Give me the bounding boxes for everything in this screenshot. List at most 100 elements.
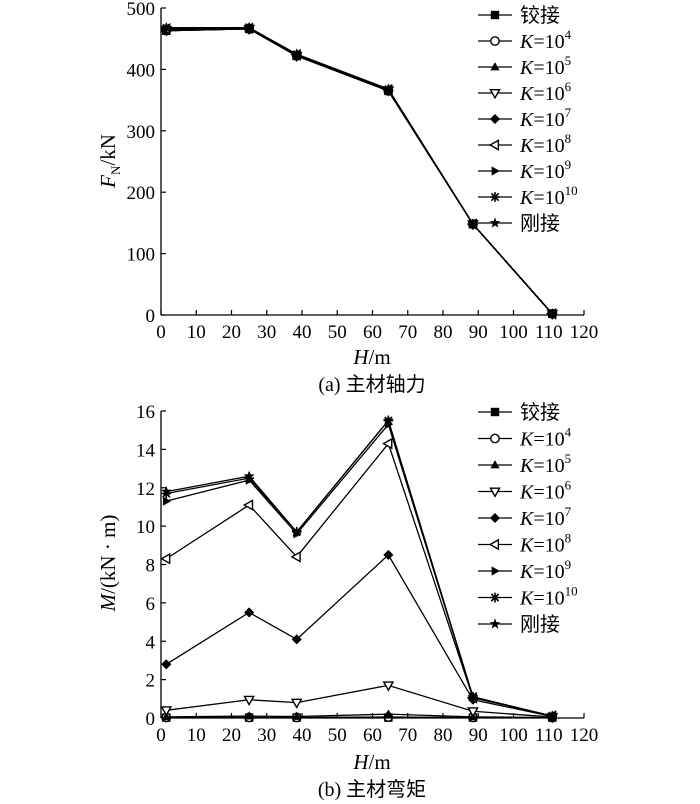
chart-a-legend-8-marker	[489, 217, 501, 228]
chart-b-series-8-point-0	[160, 485, 172, 497]
chart-b-ylabel: M/(kN · m)	[96, 515, 120, 613]
chart-b-series-3-point-2	[290, 698, 303, 709]
chart-b-series-4-point-2	[291, 634, 302, 645]
chart-a-y-tick-label-3: 300	[127, 122, 156, 143]
chart-a-legend-1-label: K=104	[519, 27, 572, 53]
chart-a-x-tick-label-3: 30	[257, 322, 276, 343]
chart-a-y-tick-label-5: 500	[127, 0, 156, 20]
chart-a-x-tick-label-11: 110	[535, 322, 563, 343]
chart-b-series-5-line	[165, 442, 553, 717]
chart-a-legend-3-label: K=106	[519, 79, 572, 105]
chart-a-ylabel: FN/kN	[96, 134, 123, 189]
chart-a-legend-5-marker	[488, 139, 500, 151]
chart-a-caption: (a) 主材轴力	[318, 373, 425, 396]
chart-b-series-5-point-0	[160, 552, 171, 565]
chart-b-legend-0-marker	[490, 407, 500, 417]
chart-b-y-tick-label-3: 6	[146, 594, 156, 615]
chart-b-series-8-point-1	[243, 470, 255, 481]
chart-b-x-tick-label-11: 110	[535, 725, 563, 746]
chart-b-legend-0-label: 铰接	[520, 401, 560, 424]
chart-a-series-8-line	[166, 26, 553, 315]
chart-a-x-tick-label-5: 50	[328, 322, 347, 343]
chart-a-x-tick-label-6: 60	[363, 322, 382, 343]
chart-b-y-tick-label-8: 16	[136, 402, 155, 423]
chart-b-y-tick-label-0: 0	[146, 709, 156, 730]
chart-b-series-5-point-3	[382, 437, 393, 450]
chart-b-legend-6-marker	[491, 566, 500, 576]
chart-b-x-tick-label-6: 60	[363, 725, 382, 746]
chart-b-y-tick-label-4: 8	[146, 556, 156, 577]
chart-b-xlabel: H/m	[352, 750, 390, 774]
chart-b-series-8-line	[166, 419, 553, 717]
chart-a-legend-7-label: K=1010	[519, 183, 578, 209]
chart-a-x-tick-label-4: 40	[293, 322, 312, 343]
chart-b-series-3-point-0	[160, 706, 173, 717]
chart-a-legend-0-marker	[490, 10, 500, 20]
chart-a-legend-7-marker	[490, 192, 500, 202]
chart-b-legend-2-label: K=105	[519, 451, 571, 477]
chart-a-x-tick-label-12: 120	[570, 322, 599, 343]
chart-a-axes: 0 10 20 30 40 50 60 70 80 90 100 110 120 0 100 200 300 40…	[127, 0, 599, 343]
chart-b-axes: 0 10 20 30 40 50 60 70 80 90 100 110 120 0 2 4 6 8 10 12 14 1…	[136, 402, 598, 746]
chart-b-series-3-point-4	[467, 707, 479, 718]
chart-b-legend-4-label: K=107	[519, 504, 572, 530]
chart-a-series-8-point-1	[243, 21, 255, 33]
chart-b-x-tick-label-9: 90	[469, 725, 488, 746]
chart-b-x-tick-label-7: 70	[398, 725, 417, 746]
chart-b-series-8-point-4	[467, 691, 479, 702]
chart-b-legend-4-marker	[489, 512, 501, 524]
chart-a-legend-8-label: 刚接	[520, 212, 560, 235]
chart-a-x-tick-label-0: 0	[156, 322, 166, 343]
chart-a-y-tick-label-0: 0	[146, 306, 156, 327]
chart-b-series	[160, 414, 559, 724]
chart-b-legend-6-label: K=109	[519, 557, 571, 583]
chart-b-series-3-point-3	[382, 681, 395, 692]
axial-force-chart: 0 10 20 30 40 50 60 70 80 90 100 110 120 0 100 200 300 40…	[96, 0, 598, 396]
chart-b-y-tick-label-1: 2	[146, 671, 156, 692]
chart-a-legend-4-label: K=107	[519, 105, 572, 131]
chart-b-y-tick-label-6: 12	[136, 479, 155, 500]
chart-a-legend-6-marker	[491, 166, 500, 176]
chart-a-series-8-point-5	[546, 308, 558, 319]
chart-b-series-6-point-0	[162, 496, 172, 506]
chart-b-series-4-point-3	[383, 549, 394, 560]
chart-b-series-2-line	[166, 713, 553, 719]
chart-a-legend-2-marker	[490, 62, 500, 71]
chart-a-y-tick-label-2: 200	[127, 183, 156, 204]
chart-b-x-tick-label-5: 50	[328, 725, 347, 746]
chart-a-legend-2-label: K=105	[519, 53, 571, 79]
chart-b-x-tick-label-1: 10	[187, 725, 206, 746]
chart-a-y-tick-label-4: 400	[127, 60, 156, 81]
chart-a-series-8-point-3	[382, 83, 394, 94]
chart-b-y-tick-label-7: 14	[136, 440, 156, 461]
chart-b-legend-7-label: K=1010	[519, 584, 578, 610]
chart-a-x-tick-label-9: 90	[469, 322, 488, 343]
bending-moment-chart: 0 10 20 30 40 50 60 70 80 90 100 110 120 0 2 4 6 8 10 12 14 1…	[96, 401, 598, 801]
chart-b-caption: (b) 主材弯矩	[318, 778, 426, 801]
chart-b-legend-3-label: K=106	[519, 478, 572, 504]
chart-b-series-2-point-3	[383, 709, 393, 718]
chart-a-x-tick-label-7: 70	[398, 322, 417, 343]
chart-a-xlabel: H/m	[352, 345, 390, 369]
chart-b-legend-1-marker	[490, 433, 500, 444]
chart-b-x-tick-label-10: 100	[499, 725, 528, 746]
chart-b-x-tick-label-0: 0	[156, 725, 166, 746]
chart-a-x-tick-label-10: 100	[499, 322, 528, 343]
chart-a-legend-5-label: K=108	[519, 131, 571, 157]
chart-a-legend-0-label: 铰接	[520, 4, 560, 27]
chart-b-series-8-point-5	[546, 710, 558, 721]
chart-b-series-5-point-2	[290, 551, 301, 563]
chart-b-series-8-point-2	[291, 526, 303, 537]
chart-a-x-tick-label-2: 20	[222, 322, 241, 343]
chart-b-legend-3-marker	[489, 487, 501, 498]
chart-a-series	[160, 21, 559, 321]
chart-b-legend-8-marker	[489, 618, 501, 629]
chart-b-y-tick-label-5: 10	[136, 517, 155, 538]
chart-b-x-tick-label-4: 40	[293, 725, 312, 746]
chart-b-y-tick-label-2: 4	[146, 632, 156, 653]
chart-b-x-tick-label-3: 30	[257, 725, 276, 746]
chart-b-legend-7-marker	[490, 592, 500, 603]
chart-a-series-8-point-4	[467, 218, 479, 229]
